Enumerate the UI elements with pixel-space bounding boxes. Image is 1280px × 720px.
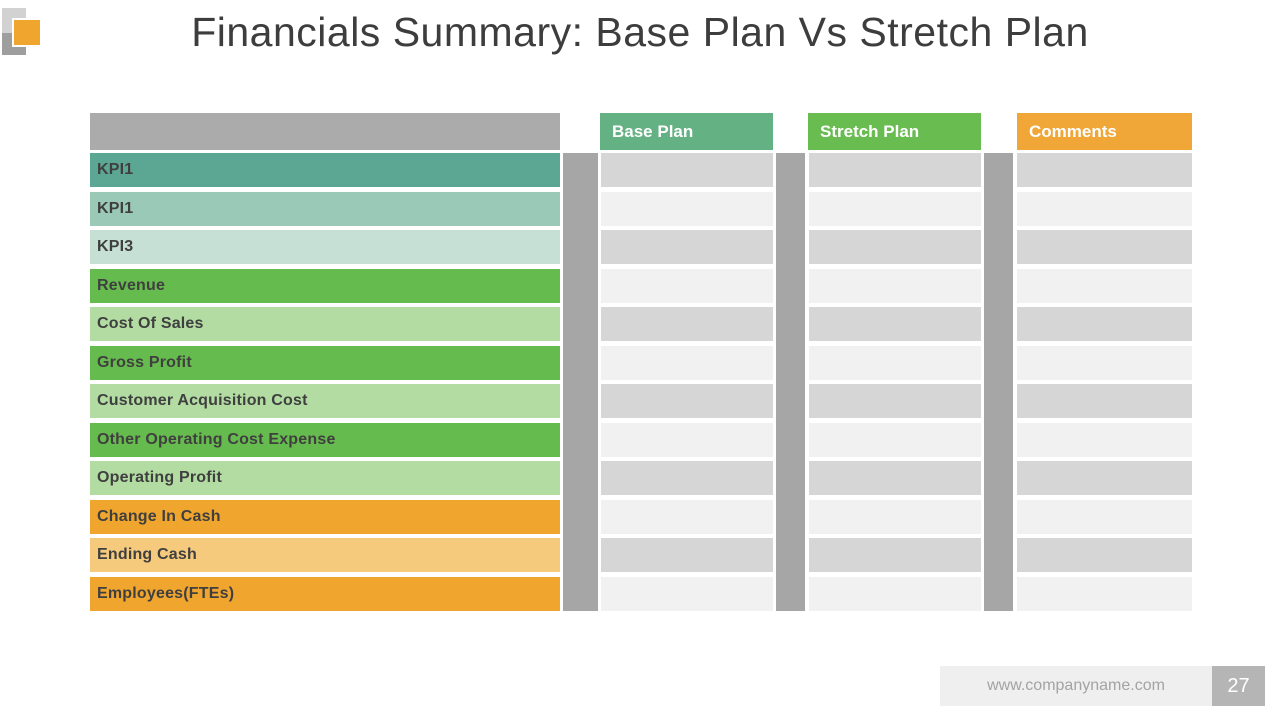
data-cell-base-plan-row-9 (601, 461, 773, 495)
data-cell-stretch-plan-row-6 (809, 345, 981, 380)
column-spacer-1 (563, 153, 598, 611)
data-cell-base-plan-row-3 (601, 230, 773, 264)
row-label-customer-acquisition-cost: Customer Acquisition Cost (90, 384, 560, 418)
data-cell-comments-row-10 (1017, 499, 1192, 534)
data-cell-comments-row-6 (1017, 345, 1192, 380)
data-cell-base-plan-row-7 (601, 384, 773, 418)
header-cell-comments: Comments (1017, 113, 1192, 150)
data-cell-comments-row-2 (1017, 191, 1192, 226)
data-cell-comments-row-4 (1017, 268, 1192, 303)
row-label-cost-of-sales: Cost Of Sales (90, 307, 560, 341)
data-cell-stretch-plan-row-2 (809, 191, 981, 226)
data-cell-stretch-plan-row-5 (809, 307, 981, 341)
data-cell-stretch-plan-row-12 (809, 576, 981, 611)
footer-url-text: www.companyname.com (987, 677, 1165, 694)
row-label-column: KPI1 KPI1 KPI3 Revenue Cost Of Sales Gross Pr… (90, 153, 560, 611)
row-label-ending-cash: Ending Cash (90, 538, 560, 572)
data-cell-comments-row-8 (1017, 422, 1192, 457)
row-label-kpi3: KPI3 (90, 230, 560, 264)
data-cell-base-plan-row-5 (601, 307, 773, 341)
row-label-gross-profit: Gross Profit (90, 345, 560, 380)
header-cell-blank (90, 113, 560, 150)
row-label-employees-ftes: Employees(FTEs) (90, 576, 560, 611)
data-cell-base-plan-row-8 (601, 422, 773, 457)
row-label-kpi1: KPI1 (90, 191, 560, 226)
data-cell-base-plan-row-10 (601, 499, 773, 534)
page-number-badge: 27 (1212, 666, 1265, 706)
data-column-comments (1017, 153, 1192, 611)
data-cell-base-plan-row-1 (601, 153, 773, 187)
row-label-other-operating-cost-expense: Other Operating Cost Expense (90, 422, 560, 457)
data-cell-comments-row-1 (1017, 153, 1192, 187)
data-cell-base-plan-row-4 (601, 268, 773, 303)
column-spacer-3 (984, 153, 1013, 611)
footer-url-bar: www.companyname.com (940, 666, 1212, 706)
data-cell-comments-row-12 (1017, 576, 1192, 611)
data-cell-stretch-plan-row-11 (809, 538, 981, 572)
data-cell-stretch-plan-row-3 (809, 230, 981, 264)
data-cell-stretch-plan-row-7 (809, 384, 981, 418)
data-cell-base-plan-row-12 (601, 576, 773, 611)
data-column-base-plan (601, 153, 773, 611)
data-cell-comments-row-11 (1017, 538, 1192, 572)
data-cell-comments-row-3 (1017, 230, 1192, 264)
data-cell-stretch-plan-row-10 (809, 499, 981, 534)
data-cell-comments-row-5 (1017, 307, 1192, 341)
header-cell-stretch-plan: Stretch Plan (808, 113, 981, 150)
column-spacer-2 (776, 153, 805, 611)
data-cell-base-plan-row-6 (601, 345, 773, 380)
data-column-stretch-plan (809, 153, 981, 611)
row-label-kpi1: KPI1 (90, 153, 560, 187)
page-title: Financials Summary: Base Plan Vs Stretch… (191, 9, 1089, 55)
data-cell-stretch-plan-row-9 (809, 461, 981, 495)
data-cell-comments-row-7 (1017, 384, 1192, 418)
data-cell-comments-row-9 (1017, 461, 1192, 495)
row-label-operating-profit: Operating Profit (90, 461, 560, 495)
row-label-change-in-cash: Change In Cash (90, 499, 560, 534)
decoration-square-orange (12, 18, 42, 47)
data-cell-base-plan-row-2 (601, 191, 773, 226)
data-cell-stretch-plan-row-1 (809, 153, 981, 187)
row-label-revenue: Revenue (90, 268, 560, 303)
header-cell-base-plan: Base Plan (600, 113, 773, 150)
data-cell-stretch-plan-row-4 (809, 268, 981, 303)
data-cell-base-plan-row-11 (601, 538, 773, 572)
data-cell-stretch-plan-row-8 (809, 422, 981, 457)
